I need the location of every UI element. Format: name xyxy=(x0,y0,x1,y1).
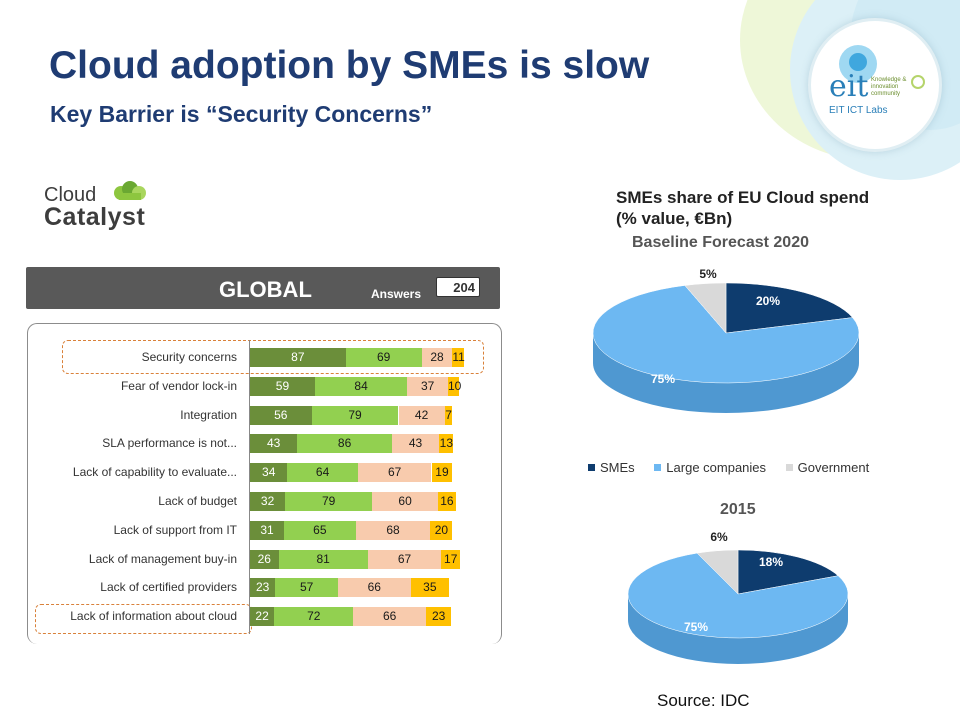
bar-segment: 35 xyxy=(410,578,450,598)
global-header: GLOBAL Answers 204 xyxy=(26,267,500,309)
bar-category-label: Lack of certified providers xyxy=(100,580,237,595)
source-note: Source: IDC xyxy=(657,691,750,710)
bar-segment: 22 xyxy=(250,607,275,627)
bar-segment: 10 xyxy=(448,376,461,396)
logo-word: eit xyxy=(829,69,869,104)
legend-swatch xyxy=(588,464,595,471)
bar-segment: 67 xyxy=(367,549,442,569)
pie-slice xyxy=(684,282,727,334)
bar-segment: 86 xyxy=(297,434,392,454)
bar-segment: 56 xyxy=(250,405,312,425)
bar-segment: 20 xyxy=(430,520,453,540)
bar-chart-frame xyxy=(27,323,502,644)
pie-slice xyxy=(737,549,839,595)
bar-segment: 59 xyxy=(250,376,315,396)
slide-title: Cloud adoption by SMEs is slow xyxy=(49,44,650,87)
logo-bubble-icon xyxy=(849,53,867,71)
legend-item-government: Government xyxy=(785,460,869,475)
bar-segment: 79 xyxy=(285,492,373,511)
bar-segment: 72 xyxy=(274,607,354,627)
pie-value-label: 5% xyxy=(699,267,717,281)
pie-slice xyxy=(627,552,849,639)
bar-segment: 37 xyxy=(407,376,448,396)
bar-segment: 34 xyxy=(250,463,288,483)
bar-segment: 43 xyxy=(250,434,298,454)
bar-segment: 23 xyxy=(250,578,276,598)
bar-segment: 65 xyxy=(284,520,356,540)
logo-tagline: Knowledge & innovation community xyxy=(871,77,907,97)
bar-category-label: Security concerns xyxy=(141,350,237,364)
pie-chart-2015-title: 2015 xyxy=(720,501,756,518)
bar-segment: 23 xyxy=(426,607,452,627)
bar-segment: 64 xyxy=(287,463,358,483)
bar-category-label: Lack of management buy-in xyxy=(88,551,237,566)
legend-item-smes: SMEs xyxy=(588,460,635,475)
cloud-icon xyxy=(114,181,146,200)
pie-chart-subtitle: Baseline Forecast 2020 xyxy=(632,234,809,251)
bar-category-label: Lack of budget xyxy=(158,494,237,508)
bar-segment: 17 xyxy=(441,549,461,569)
brand-catalyst: Catalyst xyxy=(44,203,146,231)
bar-segment: 84 xyxy=(314,376,408,396)
bar-category-label: SLA performance is not... xyxy=(102,436,237,451)
bar-category-label: Fear of vendor lock-in xyxy=(120,378,237,393)
bar-category-label: Integration xyxy=(180,407,237,422)
highlight-box-security xyxy=(62,340,484,374)
pie-slice xyxy=(725,282,853,334)
legend-swatch xyxy=(654,464,662,471)
bar-segment: 87 xyxy=(250,348,346,367)
answers-label: Answers xyxy=(371,287,422,301)
slide-subtitle: Key Barrier is “Security Concerns” xyxy=(50,101,433,127)
pie-slice xyxy=(592,285,860,384)
eit-ict-labs-logo: eit Knowledge & innovation community EIT… xyxy=(808,18,942,152)
bar-category-label: Lack of support from IT xyxy=(113,522,237,537)
bar-segment: 81 xyxy=(278,549,368,569)
bar-segment: 13 xyxy=(439,434,454,454)
bar-segment: 42 xyxy=(398,405,445,425)
bar-segment: 68 xyxy=(355,520,431,540)
pie-legend: SMEs Large companies Government xyxy=(588,460,885,475)
global-label: GLOBAL xyxy=(219,277,312,302)
bar-segment: 32 xyxy=(250,492,286,511)
bar-segment: 11 xyxy=(452,348,465,367)
brand-cloud: Cloud xyxy=(44,184,97,206)
bar-segment: 19 xyxy=(431,463,453,483)
bar-segment: 79 xyxy=(311,405,399,425)
logo-caption: EIT ICT Labs xyxy=(829,105,888,116)
bar-segment: 16 xyxy=(438,492,456,511)
bar-segment: 26 xyxy=(250,549,279,569)
bar-segment: 60 xyxy=(372,492,439,511)
legend-item-large: Large companies xyxy=(654,460,766,475)
pie-chart-title: SMEs share of EU Cloud spend (% value, €… xyxy=(616,188,870,228)
pie-side xyxy=(593,333,859,413)
pie-value-label: 75% xyxy=(684,620,708,634)
bar-segment: 66 xyxy=(353,607,426,627)
bar-segment: 28 xyxy=(421,348,453,367)
bar-category-label: Lack of information about cloud xyxy=(70,609,237,624)
bar-category-label: Lack of capability to evaluate... xyxy=(72,465,237,480)
answers-count: 204 xyxy=(436,277,480,297)
bar-segment: 7 xyxy=(444,405,453,425)
bar-axis xyxy=(249,340,250,634)
pie-side xyxy=(628,594,848,664)
logo-ring-icon xyxy=(911,75,925,89)
bar-segment: 67 xyxy=(357,463,432,483)
bar-segment: 66 xyxy=(338,578,411,598)
legend-swatch xyxy=(785,464,793,471)
pie-value-label: 18% xyxy=(759,555,783,569)
pie-slice xyxy=(696,549,739,595)
pie-value-label: 75% xyxy=(651,372,675,386)
pie-value-label: 6% xyxy=(710,530,728,544)
bar-segment: 69 xyxy=(345,348,422,367)
bar-segment: 31 xyxy=(250,520,285,540)
bar-segment: 57 xyxy=(275,578,338,598)
pie-value-label: 20% xyxy=(756,294,780,308)
bar-segment: 43 xyxy=(391,434,440,454)
